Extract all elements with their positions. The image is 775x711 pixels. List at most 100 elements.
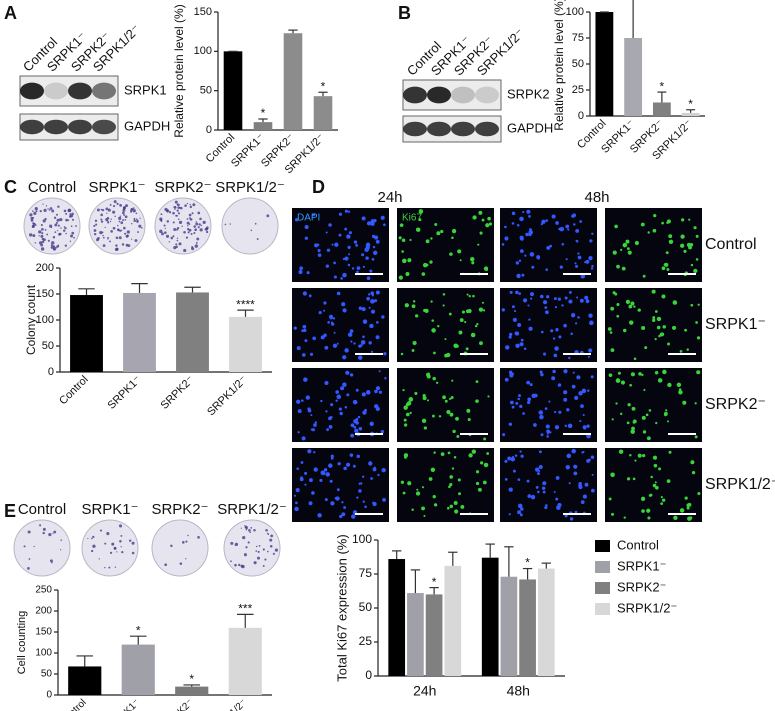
colony xyxy=(95,223,98,226)
nucleus xyxy=(529,383,533,387)
nucleus xyxy=(625,299,631,304)
nucleus xyxy=(334,242,339,247)
y-tick-label: 150 xyxy=(35,627,52,638)
nucleus xyxy=(330,501,335,506)
colony xyxy=(63,226,66,228)
colony xyxy=(250,229,253,232)
nucleus xyxy=(328,463,333,468)
nucleus xyxy=(307,449,312,454)
colony xyxy=(34,242,37,244)
nucleus xyxy=(577,252,580,255)
bar xyxy=(313,96,333,130)
nucleus xyxy=(626,477,631,481)
nucleus xyxy=(449,252,453,256)
x-tick-label: 48h xyxy=(507,683,530,699)
bar xyxy=(388,559,406,676)
colony xyxy=(122,208,126,212)
colony xyxy=(200,224,203,227)
nucleus xyxy=(402,388,405,392)
nucleus xyxy=(618,449,624,454)
nucleus xyxy=(657,378,663,383)
nucleus xyxy=(582,413,585,417)
bar xyxy=(283,33,303,130)
nucleus xyxy=(368,461,373,466)
bar xyxy=(444,565,462,676)
y-axis-label: Relative protein level (%) xyxy=(552,0,566,131)
nucleus xyxy=(540,330,544,334)
colony xyxy=(32,222,35,225)
nucleus xyxy=(642,430,647,434)
nucleus xyxy=(581,451,584,454)
bar xyxy=(425,594,443,676)
colony xyxy=(195,222,199,226)
colony xyxy=(250,526,253,529)
nucleus xyxy=(304,483,307,486)
colony xyxy=(190,233,193,236)
nucleus xyxy=(302,324,307,329)
nucleus xyxy=(357,355,363,360)
colony xyxy=(253,561,257,565)
colony xyxy=(35,210,38,213)
nucleus xyxy=(504,225,507,229)
y-tick-label: 25 xyxy=(572,84,584,96)
colony xyxy=(57,205,60,208)
nucleus xyxy=(357,415,361,419)
nucleus xyxy=(568,299,573,304)
nucleus xyxy=(407,481,412,486)
nucleus xyxy=(458,492,461,496)
nucleus xyxy=(296,346,301,351)
nucleus xyxy=(451,467,455,470)
colony xyxy=(170,236,174,240)
nucleus xyxy=(447,451,451,455)
y-tick-label: 0 xyxy=(48,366,54,378)
nucleus xyxy=(679,349,683,353)
nucleus xyxy=(544,407,548,410)
nucleus xyxy=(543,352,547,356)
nucleus xyxy=(366,296,370,301)
nucleus xyxy=(483,437,487,441)
nucleus xyxy=(580,274,586,279)
colony xyxy=(109,551,113,554)
bar xyxy=(123,292,156,372)
nucleus xyxy=(511,222,515,225)
legend-label: Control xyxy=(617,537,659,552)
nucleus xyxy=(453,455,457,459)
nucleus xyxy=(630,372,635,377)
micrograph xyxy=(397,448,494,522)
colony xyxy=(93,224,96,227)
nucleus xyxy=(381,315,385,319)
nucleus xyxy=(374,389,378,394)
nucleus xyxy=(331,322,335,326)
nucleus xyxy=(641,509,645,513)
nucleus xyxy=(355,388,359,392)
nucleus xyxy=(576,375,581,380)
colony xyxy=(159,229,163,234)
colony xyxy=(172,211,175,215)
colony xyxy=(93,232,97,236)
nucleus xyxy=(466,293,469,296)
nucleus xyxy=(421,486,425,489)
colony xyxy=(173,228,177,232)
nucleus xyxy=(477,487,482,492)
colony xyxy=(266,550,269,553)
nucleus xyxy=(610,306,615,311)
nucleus xyxy=(474,324,478,328)
nucleus xyxy=(429,260,433,264)
nucleus xyxy=(537,472,540,476)
colony xyxy=(57,229,59,232)
nucleus xyxy=(578,391,583,396)
nucleus xyxy=(515,331,520,336)
nucleus xyxy=(571,384,576,389)
nucleus xyxy=(314,421,318,424)
column-label: 24h xyxy=(377,189,402,206)
colony xyxy=(112,205,116,208)
colony xyxy=(199,228,203,232)
nucleus xyxy=(456,435,460,438)
nucleus xyxy=(295,487,300,493)
nucleus xyxy=(538,410,544,415)
nucleus xyxy=(589,239,593,243)
nucleus xyxy=(554,346,559,351)
x-tick-label: SRPK1/2⁻ xyxy=(209,697,250,711)
nucleus xyxy=(662,325,666,329)
nucleus xyxy=(641,325,646,330)
